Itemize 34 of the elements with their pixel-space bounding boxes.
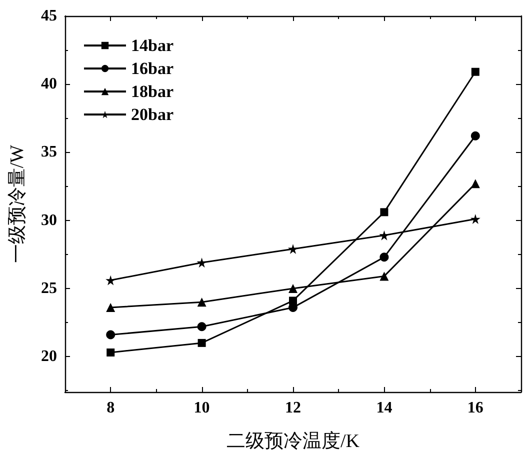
point: [106, 275, 116, 286]
y-tick-label: 20: [41, 348, 57, 366]
x-tick-label: 8: [106, 400, 115, 416]
y-tick-label: 30: [41, 212, 57, 229]
x-tick-label: 12: [285, 400, 301, 416]
point: [197, 298, 206, 307]
point: [196, 258, 207, 268]
point: [470, 214, 480, 224]
x-tick-label: 14: [376, 400, 392, 416]
legend-label: 18bar: [131, 82, 174, 101]
y-tick-label: 45: [41, 8, 57, 24]
point: [288, 244, 298, 254]
x-axis-title: 二级预冷温度/K: [226, 430, 360, 452]
point: [106, 303, 116, 312]
point: [106, 330, 116, 340]
y-tick-label: 25: [41, 280, 57, 297]
legend-label: 20bar: [131, 105, 174, 124]
point: [471, 68, 480, 76]
point: [380, 252, 389, 262]
y-tick-label: 40: [41, 76, 57, 93]
point: [470, 179, 480, 188]
point: [106, 348, 115, 356]
point: [197, 322, 206, 332]
point: [380, 208, 388, 216]
y-tick-label: 35: [41, 144, 57, 161]
point: [198, 338, 206, 347]
x-tick-label: 10: [194, 400, 210, 416]
point: [288, 284, 298, 293]
y-axis-title: 一级预冷量/W: [7, 144, 28, 264]
legend-label: 16bar: [131, 59, 174, 78]
point: [380, 272, 389, 281]
legend-label: 14bar: [131, 36, 174, 55]
point: [470, 131, 480, 140]
x-tick-label: 16: [467, 400, 484, 416]
